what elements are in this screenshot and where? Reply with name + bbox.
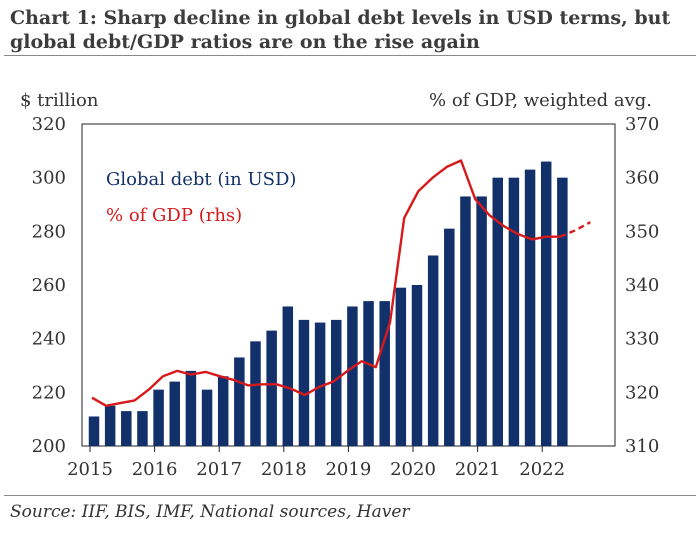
x-axis-ticks: 2015 2016 2017 2018 2019 2020 2021 2022 bbox=[67, 446, 565, 480]
x-tick-label: 2016 bbox=[132, 459, 178, 480]
debt-bars bbox=[88, 161, 568, 447]
debt-bar bbox=[363, 301, 374, 446]
x-tick-label: 2021 bbox=[455, 459, 501, 480]
debt-bar bbox=[185, 370, 197, 446]
left-tick-label: 240 bbox=[32, 329, 66, 350]
left-tick-label: 280 bbox=[32, 221, 66, 242]
debt-bar bbox=[169, 381, 180, 446]
debt-bar bbox=[282, 306, 294, 446]
chart-title: Chart 1: Sharp decline in global debt le… bbox=[10, 7, 671, 53]
x-tick-label: 2015 bbox=[67, 459, 113, 480]
left-tick-label: 300 bbox=[32, 168, 66, 189]
gdp-ratio-projection-line bbox=[559, 221, 591, 238]
left-tick-label: 220 bbox=[32, 382, 66, 403]
debt-bar bbox=[395, 287, 407, 446]
source-note: Source: IIF, BIS, IMF, National sources,… bbox=[10, 502, 410, 522]
right-axis-label: % of GDP, weighted avg. bbox=[429, 90, 652, 111]
title-rule bbox=[4, 55, 696, 56]
debt-bar bbox=[379, 301, 390, 446]
right-tick-label: 360 bbox=[625, 168, 659, 189]
debt-bar bbox=[444, 228, 455, 446]
left-tick-label: 320 bbox=[32, 114, 66, 135]
x-tick-label: 2019 bbox=[325, 459, 371, 480]
debt-bar bbox=[201, 389, 213, 446]
debt-bar bbox=[427, 255, 439, 446]
right-tick-label: 330 bbox=[625, 329, 659, 350]
right-tick-label: 370 bbox=[625, 114, 659, 135]
debt-bar bbox=[524, 169, 536, 446]
debt-bar bbox=[347, 306, 358, 446]
x-tick-label: 2017 bbox=[196, 459, 242, 480]
source-rule bbox=[4, 495, 696, 496]
debt-bar bbox=[508, 177, 520, 446]
right-tick-label: 340 bbox=[625, 275, 659, 296]
debt-bar bbox=[234, 357, 245, 446]
right-tick-label: 350 bbox=[625, 221, 659, 242]
debt-bar bbox=[411, 285, 423, 446]
right-tick-label: 310 bbox=[625, 436, 659, 457]
gdp-ratio-line bbox=[91, 159, 561, 407]
debt-bar bbox=[492, 177, 503, 446]
left-axis-ticks: 200 220 240 260 280 300 320 bbox=[32, 114, 66, 457]
debt-bar bbox=[540, 161, 552, 447]
x-tick-label: 2020 bbox=[390, 459, 436, 480]
right-tick-label: 320 bbox=[625, 382, 659, 403]
debt-bar bbox=[266, 330, 277, 446]
right-axis-ticks: 310 320 330 340 350 360 370 bbox=[625, 114, 659, 457]
chart: $ trillion % of GDP, weighted avg. 200 22… bbox=[20, 90, 659, 480]
debt-bar bbox=[298, 319, 310, 446]
left-axis-label: $ trillion bbox=[20, 90, 99, 111]
debt-bar bbox=[88, 416, 100, 446]
debt-bar bbox=[104, 405, 116, 446]
x-tick-label: 2022 bbox=[519, 459, 565, 480]
debt-bar bbox=[217, 376, 229, 446]
debt-bar bbox=[314, 322, 326, 446]
debt-bar bbox=[137, 411, 148, 446]
debt-bar bbox=[331, 319, 342, 446]
debt-bar bbox=[153, 389, 164, 446]
legend-gdp-ratio: % of GDP (rhs) bbox=[106, 205, 242, 226]
debt-bar bbox=[121, 411, 132, 446]
debt-bar bbox=[557, 177, 568, 446]
legend-global-debt: Global debt (in USD) bbox=[106, 169, 296, 190]
left-tick-label: 200 bbox=[32, 436, 66, 457]
debt-bar bbox=[250, 341, 261, 446]
debt-bar bbox=[476, 196, 487, 446]
debt-bar bbox=[460, 196, 471, 446]
x-tick-label: 2018 bbox=[261, 459, 307, 480]
left-tick-label: 260 bbox=[32, 275, 66, 296]
